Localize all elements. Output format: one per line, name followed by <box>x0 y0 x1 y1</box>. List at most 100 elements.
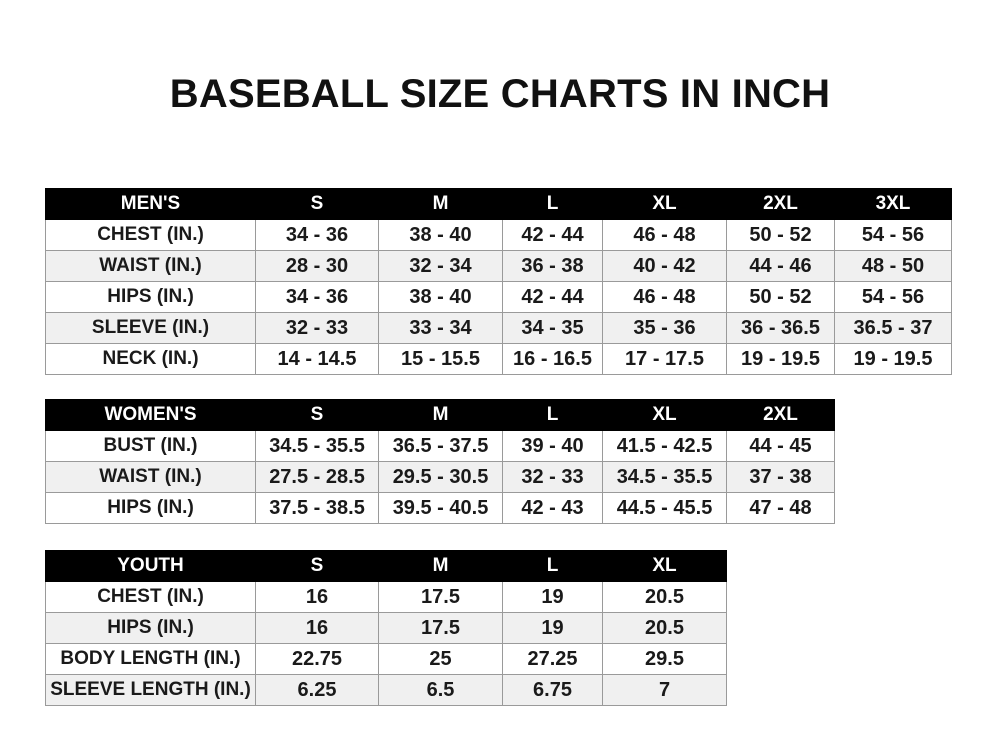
youth-size-table: YOUTH S M L XL CHEST (IN.) 16 17.5 19 20.5 HIPS (I… <box>45 550 727 706</box>
size-cell: 17.5 <box>378 612 503 644</box>
table-row: BUST (IN.) 34.5 - 35.5 36.5 - 37.5 39 - 40 4… <box>45 430 835 462</box>
column-header: 3XL <box>834 188 952 220</box>
size-cell: 54 - 56 <box>834 219 952 251</box>
row-label: HIPS (IN.) <box>45 612 256 644</box>
size-cell: 46 - 48 <box>602 281 727 313</box>
size-cell: 19 - 19.5 <box>834 343 952 375</box>
column-header: L <box>502 550 603 582</box>
size-cell: 36.5 - 37 <box>834 312 952 344</box>
column-header: S <box>255 550 379 582</box>
column-header: M <box>378 399 503 431</box>
row-label: BODY LENGTH (IN.) <box>45 643 256 675</box>
size-cell: 35 - 36 <box>602 312 727 344</box>
size-cell: 38 - 40 <box>378 281 503 313</box>
size-cell: 16 <box>255 581 379 613</box>
table-row: SLEEVE LENGTH (IN.) 6.25 6.5 6.75 7 <box>45 674 727 706</box>
size-cell: 32 - 33 <box>502 461 603 493</box>
size-cell: 34.5 - 35.5 <box>602 461 727 493</box>
row-label: WAIST (IN.) <box>45 461 256 493</box>
column-header: L <box>502 188 603 220</box>
column-header: WOMEN'S <box>45 399 256 431</box>
size-cell: 34 - 36 <box>255 281 379 313</box>
womens-size-table: WOMEN'S S M L XL 2XL BUST (IN.) 34.5 - 35.5 36.5… <box>45 399 835 524</box>
size-cell: 37 - 38 <box>726 461 835 493</box>
table-row: WAIST (IN.) 27.5 - 28.5 29.5 - 30.5 32 - 33… <box>45 461 835 493</box>
column-header: MEN'S <box>45 188 256 220</box>
column-header: 2XL <box>726 399 835 431</box>
table-row: CHEST (IN.) 34 - 36 38 - 40 42 - 44 46 - 48 5… <box>45 219 952 251</box>
size-cell: 20.5 <box>602 612 727 644</box>
size-cell: 50 - 52 <box>726 219 835 251</box>
size-cell: 34 - 36 <box>255 219 379 251</box>
column-header: XL <box>602 188 727 220</box>
size-cell: 6.5 <box>378 674 503 706</box>
size-cell: 42 - 43 <box>502 492 603 524</box>
size-cell: 39.5 - 40.5 <box>378 492 503 524</box>
size-cell: 15 - 15.5 <box>378 343 503 375</box>
size-cell: 50 - 52 <box>726 281 835 313</box>
size-cell: 42 - 44 <box>502 281 603 313</box>
table-row: BODY LENGTH (IN.) 22.75 25 27.25 29.5 <box>45 643 727 675</box>
size-cell: 17.5 <box>378 581 503 613</box>
row-label: CHEST (IN.) <box>45 581 256 613</box>
size-cell: 29.5 <box>602 643 727 675</box>
mens-size-table: MEN'S S M L XL 2XL 3XL CHEST (IN.) 34 - 36 38 - 4… <box>45 188 952 375</box>
header-row: MEN'S S M L XL 2XL 3XL <box>45 188 952 220</box>
size-cell: 36 - 38 <box>502 250 603 282</box>
size-cell: 7 <box>602 674 727 706</box>
page-title: BASEBALL SIZE CHARTS IN INCH <box>169 72 831 116</box>
size-cell: 34 - 35 <box>502 312 603 344</box>
size-cell: 29.5 - 30.5 <box>378 461 503 493</box>
column-header: YOUTH <box>45 550 256 582</box>
column-header: XL <box>602 399 727 431</box>
size-cell: 32 - 34 <box>378 250 503 282</box>
size-cell: 46 - 48 <box>602 219 727 251</box>
header-row: WOMEN'S S M L XL 2XL <box>45 399 835 431</box>
row-label: HIPS (IN.) <box>45 281 256 313</box>
size-cell: 22.75 <box>255 643 379 675</box>
size-cell: 48 - 50 <box>834 250 952 282</box>
table-row: HIPS (IN.) 34 - 36 38 - 40 42 - 44 46 - 48 50… <box>45 281 952 313</box>
size-cell: 28 - 30 <box>255 250 379 282</box>
size-cell: 19 - 19.5 <box>726 343 835 375</box>
size-cell: 40 - 42 <box>602 250 727 282</box>
size-cell: 33 - 34 <box>378 312 503 344</box>
size-cell: 25 <box>378 643 503 675</box>
size-cell: 20.5 <box>602 581 727 613</box>
row-label: NECK (IN.) <box>45 343 256 375</box>
row-label: BUST (IN.) <box>45 430 256 462</box>
row-label: HIPS (IN.) <box>45 492 256 524</box>
table-row: HIPS (IN.) 37.5 - 38.5 39.5 - 40.5 42 - 43 4… <box>45 492 835 524</box>
size-cell: 19 <box>502 581 603 613</box>
column-header: S <box>255 399 379 431</box>
table-row: WAIST (IN.) 28 - 30 32 - 34 36 - 38 40 - 42 4… <box>45 250 952 282</box>
size-cell: 6.25 <box>255 674 379 706</box>
size-cell: 36.5 - 37.5 <box>378 430 503 462</box>
size-cell: 36 - 36.5 <box>726 312 835 344</box>
column-header: 2XL <box>726 188 835 220</box>
size-cell: 34.5 - 35.5 <box>255 430 379 462</box>
column-header: L <box>502 399 603 431</box>
table-row: NECK (IN.) 14 - 14.5 15 - 15.5 16 - 16.5 17 … <box>45 343 952 375</box>
column-header: M <box>378 550 503 582</box>
size-cell: 16 <box>255 612 379 644</box>
size-cell: 44.5 - 45.5 <box>602 492 727 524</box>
size-cell: 38 - 40 <box>378 219 503 251</box>
size-cell: 6.75 <box>502 674 603 706</box>
header-row: YOUTH S M L XL <box>45 550 727 582</box>
row-label: CHEST (IN.) <box>45 219 256 251</box>
size-cell: 16 - 16.5 <box>502 343 603 375</box>
table-row: CHEST (IN.) 16 17.5 19 20.5 <box>45 581 727 613</box>
size-cell: 39 - 40 <box>502 430 603 462</box>
column-header: M <box>378 188 503 220</box>
size-cell: 44 - 45 <box>726 430 835 462</box>
size-cell: 32 - 33 <box>255 312 379 344</box>
size-cell: 19 <box>502 612 603 644</box>
column-header: XL <box>602 550 727 582</box>
row-label: SLEEVE LENGTH (IN.) <box>45 674 256 706</box>
table-row: HIPS (IN.) 16 17.5 19 20.5 <box>45 612 727 644</box>
size-cell: 44 - 46 <box>726 250 835 282</box>
size-cell: 42 - 44 <box>502 219 603 251</box>
column-header: S <box>255 188 379 220</box>
row-label: SLEEVE (IN.) <box>45 312 256 344</box>
